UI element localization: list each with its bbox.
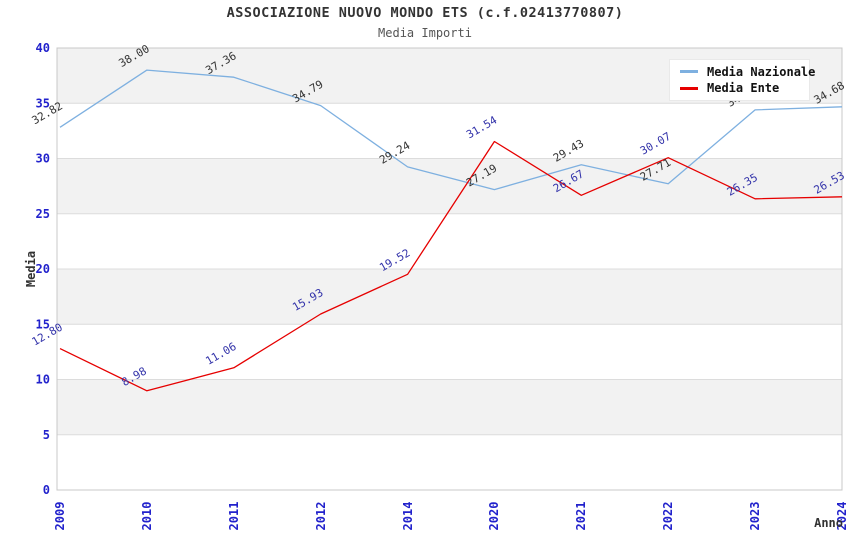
x-tick-label: 2009	[53, 501, 67, 531]
y-tick-label: 30	[36, 152, 50, 166]
legend: Media Nazionale Media Ente	[669, 59, 815, 101]
y-tick-label: 15	[36, 317, 50, 331]
x-tick-label: 2021	[574, 501, 589, 531]
legend-label: Media Ente	[707, 81, 780, 96]
plot-band	[57, 379, 842, 435]
legend-label: Media Nazionale	[707, 64, 816, 79]
plot-border	[56, 47, 843, 491]
plot-band	[57, 103, 842, 159]
plot-band	[57, 324, 842, 380]
legend-item-media-ente[interactable]: Media Ente	[680, 81, 801, 95]
x-tick-label: 2023	[748, 501, 763, 531]
y-tick-label: 5	[43, 428, 50, 442]
x-tick-label: 2022	[661, 501, 676, 531]
x-tick-label: 2011	[226, 501, 241, 531]
plot-band	[57, 269, 842, 325]
x-tick-label: 2010	[139, 501, 154, 531]
x-tick-label: 2012	[313, 501, 328, 531]
plot-band	[57, 158, 842, 214]
chart-title: ASSOCIAZIONE NUOVO MONDO ETS (c.f.024137…	[226, 5, 624, 21]
y-tick-label: 20	[36, 262, 50, 276]
legend-line-swatch-blue	[680, 70, 698, 74]
plot-band	[57, 213, 842, 269]
y-tick-label: 25	[36, 207, 50, 221]
y-axis-title: Media	[24, 250, 38, 288]
legend-line-swatch-red	[680, 86, 698, 90]
series-line-media-ente	[59, 140, 843, 392]
y-tick-label: 40	[36, 41, 50, 55]
series-line-media-nazionale	[59, 69, 843, 191]
x-tick-label: 2024	[835, 501, 849, 531]
y-tick-label: 10	[36, 373, 50, 387]
x-tick-label: 2020	[487, 501, 502, 531]
chart-subtitle: Media Importi	[378, 26, 472, 40]
plot-band	[57, 434, 842, 490]
x-axis-title: Anno	[814, 516, 843, 530]
legend-item-media-nazionale[interactable]: Media Nazionale	[680, 65, 815, 79]
y-tick-label: 0	[43, 483, 50, 497]
x-tick-label: 2014	[400, 501, 415, 531]
y-tick-label: 35	[36, 96, 50, 110]
